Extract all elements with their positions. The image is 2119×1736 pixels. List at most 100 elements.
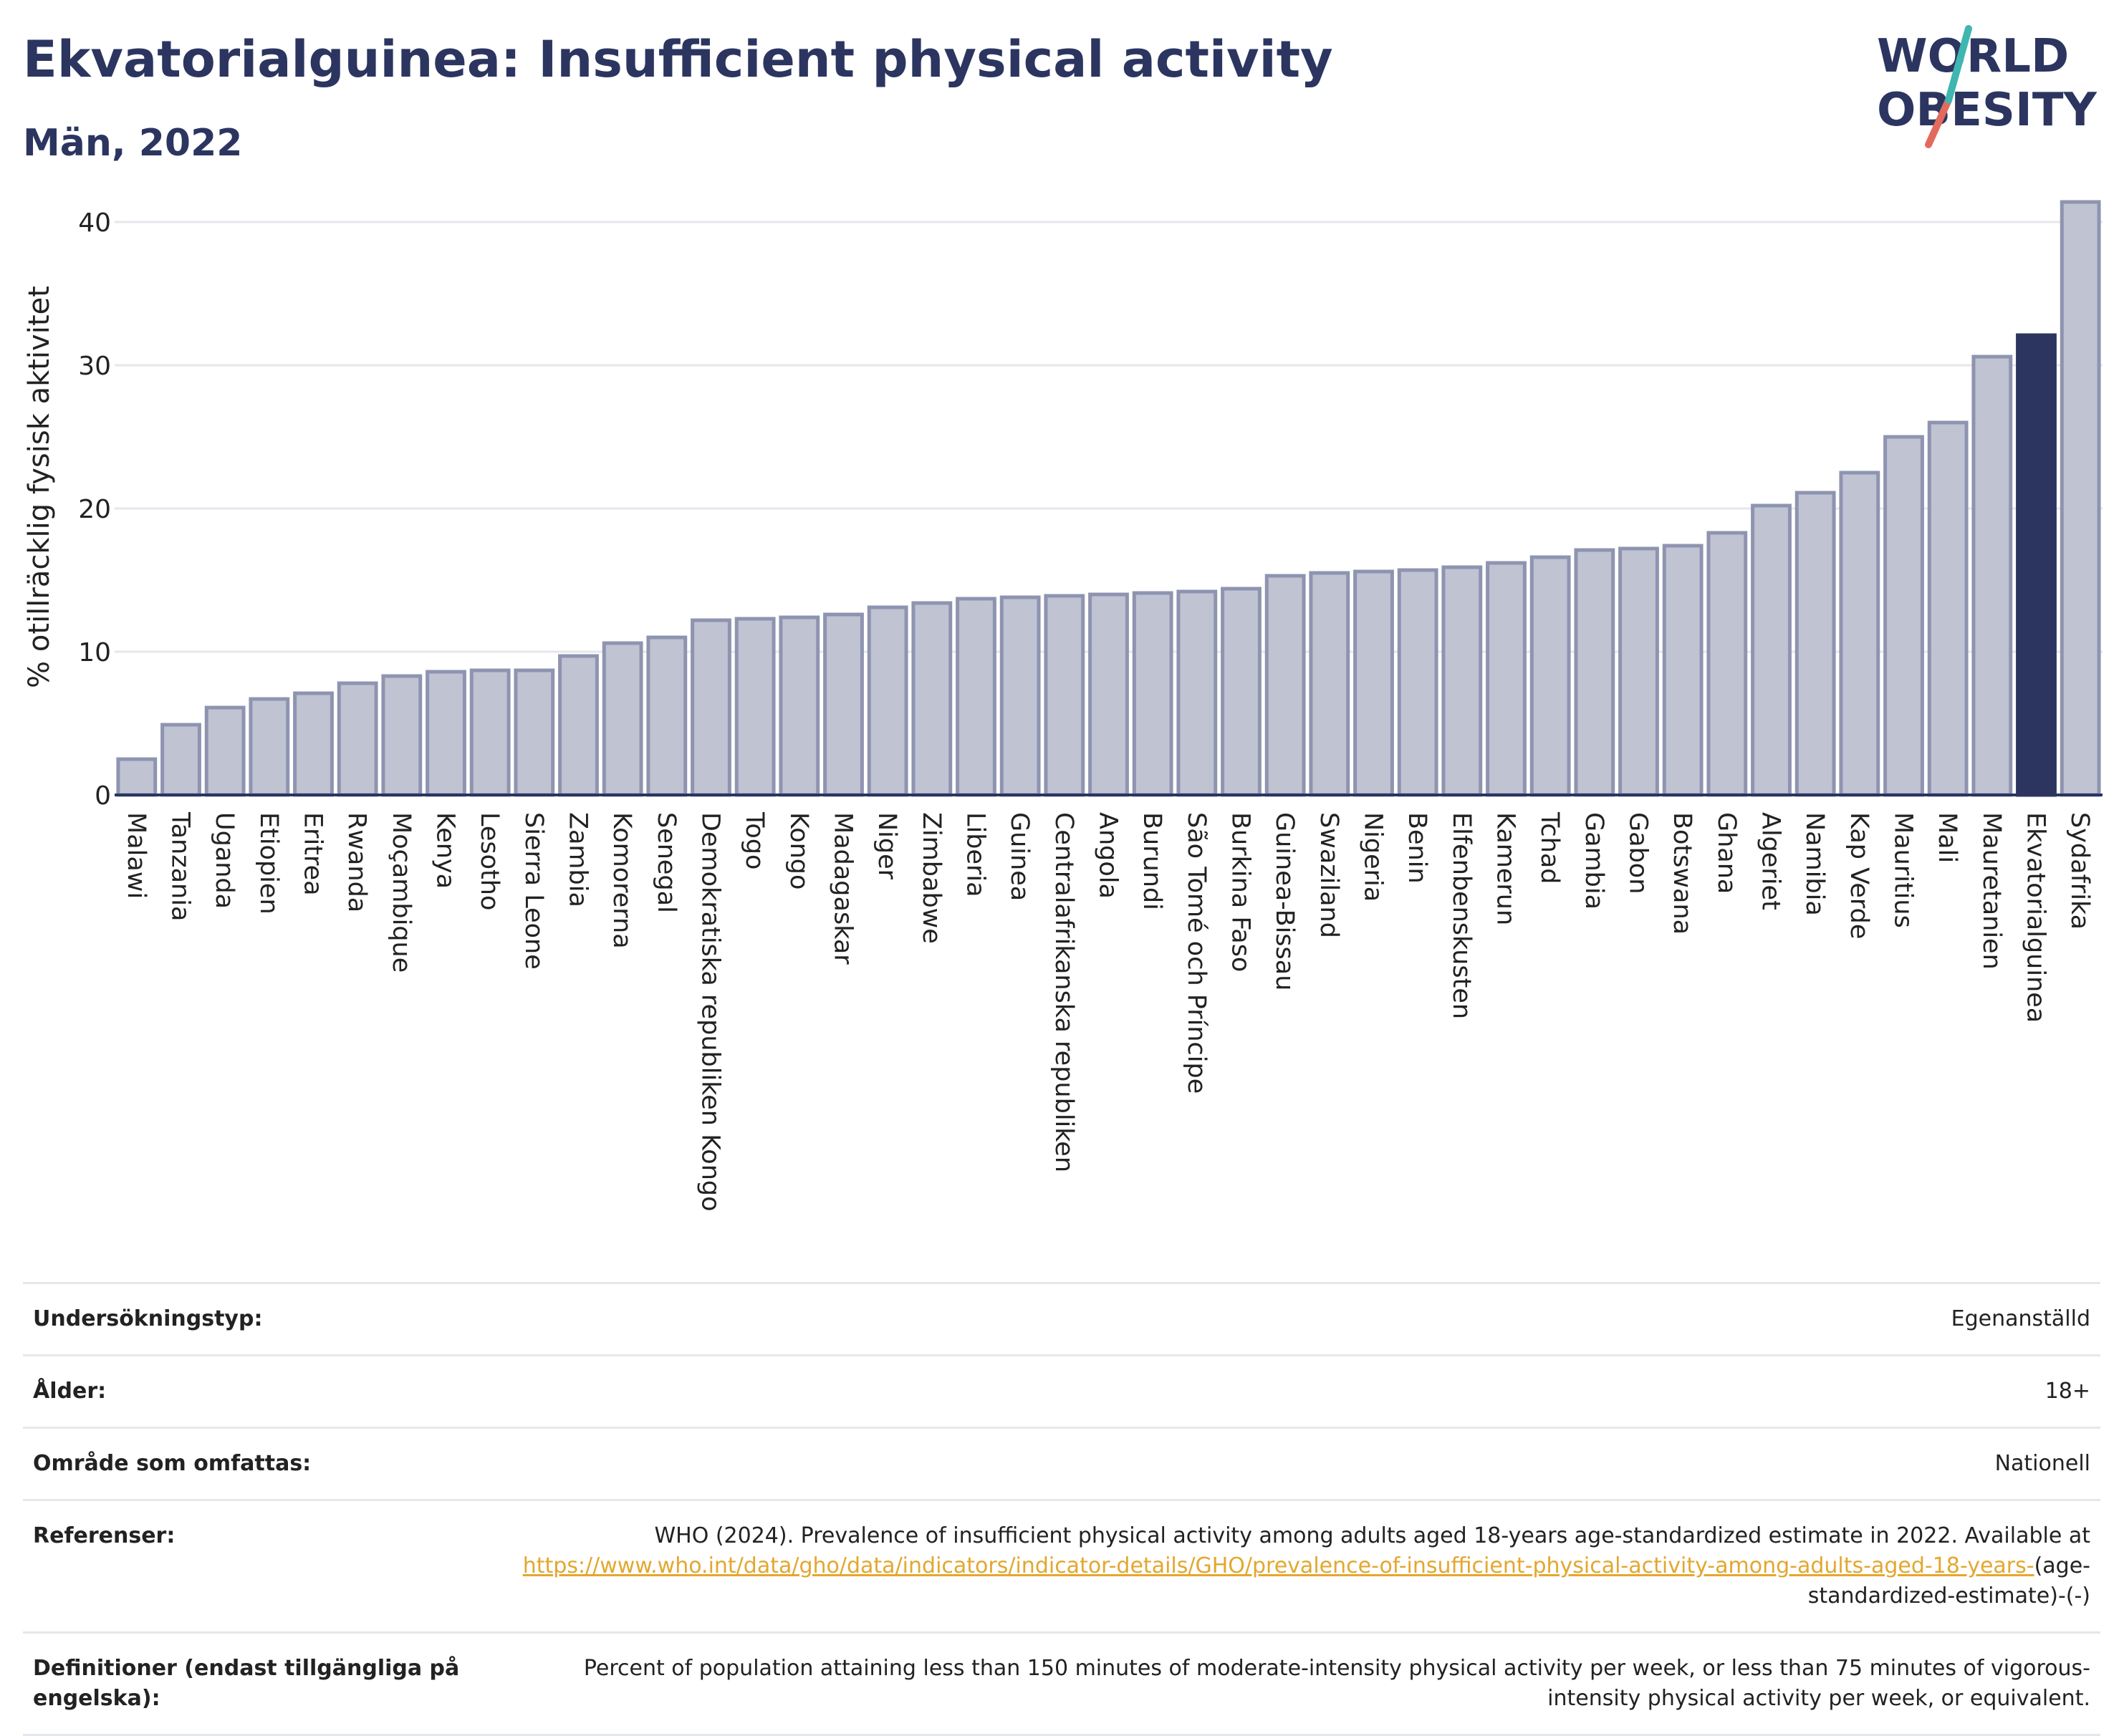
x-tick-label: Tchad <box>1535 811 1564 884</box>
bar-etiopien[interactable] <box>249 697 290 797</box>
bar-ghana[interactable] <box>1706 531 1748 797</box>
info-row-references: Referenser: WHO (2024). Prevalence of in… <box>23 1499 2100 1631</box>
svg-text:WORLD: WORLD <box>1877 30 2069 83</box>
bar-chart: 0 10 20 30 40 Malawi Tanzania Uganda Etiopien Er… <box>23 200 2103 1212</box>
y-tick-label: 10 <box>78 638 111 667</box>
x-tick-label: Sierra Leone <box>519 812 548 970</box>
x-tick-label: Moçambique <box>387 812 415 973</box>
x-tick-label: Burkina Faso <box>1226 812 1255 972</box>
references-text: WHO (2024). Prevalence of insufficient p… <box>654 1523 2090 1548</box>
bar-uganda[interactable] <box>204 705 246 797</box>
bar-namibia[interactable] <box>1794 491 1836 797</box>
x-tick-label: Guinea <box>1005 812 1034 901</box>
x-tick-label: Tanzania <box>166 811 195 921</box>
x-tick-label: Zambia <box>564 812 592 907</box>
x-tick-label: Rwanda <box>342 812 371 912</box>
x-tick-label: Togo <box>740 811 769 869</box>
bar-mo-ambique[interactable] <box>381 674 423 797</box>
references-label: Referenser: <box>33 1523 176 1548</box>
bar-centralafrikanska-republiken[interactable] <box>1044 594 1085 797</box>
bar-kamerun[interactable] <box>1486 561 1527 797</box>
y-tick-label: 20 <box>78 495 111 524</box>
x-tick-label: Nigeria <box>1359 812 1388 902</box>
bar-malawi[interactable] <box>116 757 158 797</box>
bar-ekvatorialguinea[interactable] <box>2016 333 2057 797</box>
y-tick-label: 30 <box>78 352 111 381</box>
x-tick-label: Malawi <box>122 812 150 899</box>
bar-kongo[interactable] <box>779 615 820 797</box>
x-tick-label: Mauritius <box>1889 812 1918 928</box>
bar-benin[interactable] <box>1397 568 1438 797</box>
bar-zimbabwe[interactable] <box>911 601 953 797</box>
bar-tchad[interactable] <box>1529 555 1571 797</box>
x-tick-label: Kenya <box>431 812 460 889</box>
bar-kap-verde[interactable] <box>1839 471 1880 797</box>
x-tick-label: Burundi <box>1138 812 1166 910</box>
x-tick-label: Uganda <box>210 812 239 909</box>
coverage-label: Område som omfattas: <box>33 1451 312 1476</box>
bar-liberia[interactable] <box>956 597 996 797</box>
x-tick-label: Kamerun <box>1491 812 1520 925</box>
bar-mauritius[interactable] <box>1883 435 1924 797</box>
x-tick-label: Benin <box>1403 812 1431 884</box>
bar-zambia[interactable] <box>558 654 599 797</box>
bar-madagaskar[interactable] <box>823 612 864 797</box>
coverage-value: Nationell <box>1994 1451 2090 1476</box>
x-tick-label: Senegal <box>652 812 681 913</box>
bar-s-o-tom-och-pr-ncipe[interactable] <box>1176 589 1218 797</box>
x-tick-label: Demokratiska republiken Kongo <box>696 812 725 1212</box>
bar-rwanda[interactable] <box>337 681 378 797</box>
x-tick-label: Gambia <box>1580 812 1608 910</box>
references-value: WHO (2024). Prevalence of insufficient p… <box>491 1521 2090 1611</box>
bar-togo[interactable] <box>734 617 776 797</box>
bar-tanzania[interactable] <box>160 723 201 797</box>
bar-burundi[interactable] <box>1132 591 1173 797</box>
page-subtitle: Män, 2022 <box>23 122 243 165</box>
x-tick-label: Liberia <box>961 812 990 897</box>
bar-niger[interactable] <box>867 605 908 797</box>
x-tick-label: Madagaskar <box>829 812 857 965</box>
bar-lesotho[interactable] <box>469 668 511 797</box>
x-tick-label: Sydafrika <box>2065 812 2094 930</box>
bar-komorerna[interactable] <box>602 641 643 797</box>
page-title: Ekvatorialguinea: Insufficient physical … <box>23 30 1333 89</box>
bar-demokratiska-republiken-kongo[interactable] <box>691 618 731 797</box>
bar-mali[interactable] <box>1927 420 1969 797</box>
x-tick-label: São Tomé och Príncipe <box>1182 812 1211 1094</box>
bar-gambia[interactable] <box>1574 548 1615 797</box>
definitions-value: Percent of population attaining less tha… <box>583 1656 2090 1711</box>
x-tick-label: Ghana <box>1712 812 1741 894</box>
bar-swaziland[interactable] <box>1309 571 1350 797</box>
x-tick-label: Kap Verde <box>1845 812 1873 939</box>
svg-text:OBESITY: OBESITY <box>1877 84 2097 137</box>
x-tick-label: Niger <box>873 812 901 880</box>
bar-mauretanien[interactable] <box>1971 355 2013 797</box>
bar-guinea[interactable] <box>999 595 1041 797</box>
x-tick-label: Namibia <box>1800 812 1829 916</box>
info-row-survey-type: Undersökningstyp: Egenanställd <box>23 1282 2100 1354</box>
y-axis-label: % otillräcklig fysisk aktivitet <box>23 286 56 688</box>
bar-angola[interactable] <box>1088 592 1129 797</box>
references-suffix: (age-standardized-estimate)-(-) <box>1807 1553 2090 1609</box>
x-tick-label: Ekvatorialguinea <box>2022 812 2050 1023</box>
info-row-age: Ålder: 18+ <box>23 1354 2100 1427</box>
age-value: 18+ <box>2044 1379 2090 1404</box>
world-obesity-logo: WORLD OBESITY <box>1877 25 2097 148</box>
bar-elfenbenskusten[interactable] <box>1441 565 1483 797</box>
bar-nigeria[interactable] <box>1353 569 1394 797</box>
x-tick-label: Komorerna <box>607 812 636 949</box>
bar-algeriet[interactable] <box>1751 503 1792 797</box>
bar-eritrea[interactable] <box>293 691 334 797</box>
bar-kenya[interactable] <box>426 670 466 797</box>
bar-senegal[interactable] <box>646 635 688 797</box>
bar-burkina-faso[interactable] <box>1221 587 1262 797</box>
bar-gabon[interactable] <box>1618 546 1659 797</box>
y-tick-label: 0 <box>95 781 111 811</box>
bar-sierra-leone[interactable] <box>514 668 555 797</box>
references-link[interactable]: https://www.who.int/data/gho/data/indica… <box>522 1553 2034 1578</box>
x-tick-label: Algeriet <box>1757 812 1785 910</box>
bar-botswana[interactable] <box>1662 544 1704 797</box>
bar-sydafrika[interactable] <box>2060 200 2101 797</box>
x-tick-label: Lesotho <box>475 812 504 910</box>
bar-guinea-bissau[interactable] <box>1264 574 1306 797</box>
